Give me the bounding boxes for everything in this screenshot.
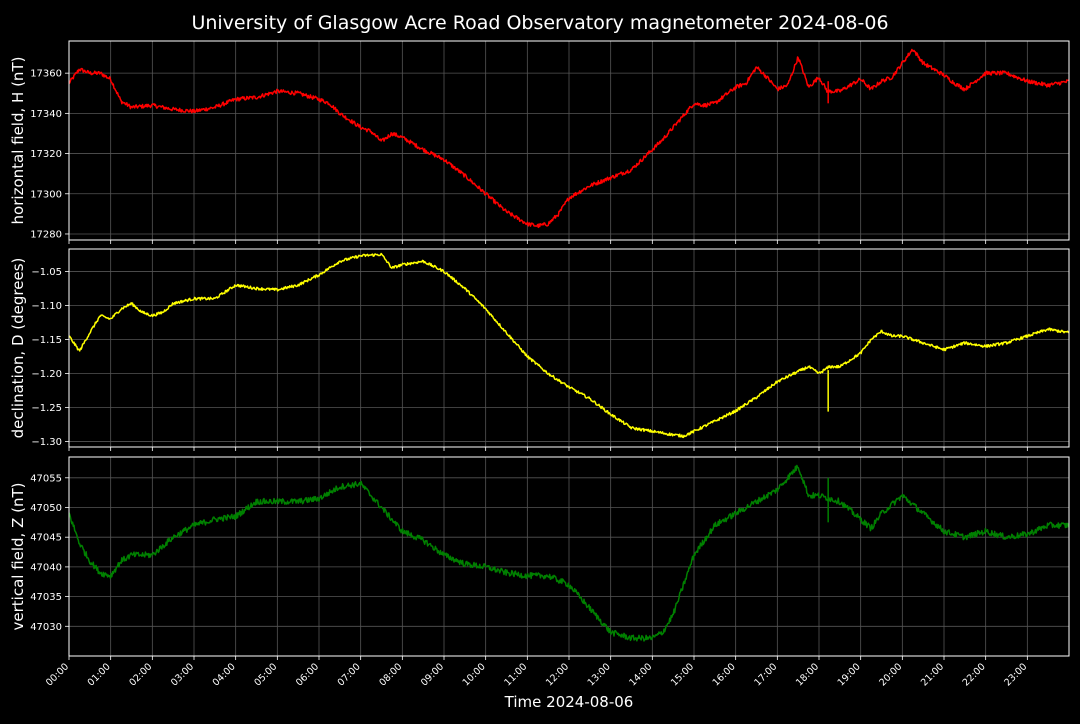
- y-tick-label: 17320: [30, 149, 62, 160]
- y-tick-label: −1.05: [31, 267, 62, 278]
- chart-title: University of Glasgow Acre Road Observat…: [191, 12, 888, 34]
- y-tick-label: 17300: [30, 189, 62, 200]
- y-tick-label: 47040: [30, 562, 62, 573]
- y-tick-label: 47035: [30, 592, 62, 603]
- series-line: [69, 464, 1069, 642]
- y-tick-label: −1.15: [31, 335, 62, 346]
- panel-2: −1.30 −1.25 −1.20 −1.15 −1.10 −1.05 declinatio…: [9, 248, 1070, 451]
- y-tick-label: 47055: [30, 473, 62, 484]
- y-tick-label: 17360: [30, 69, 62, 80]
- plot-frame: [68, 456, 1070, 657]
- x-axis-label: Time 2024-08-06: [504, 693, 634, 711]
- y-axis-label: horizontal field, H (nT): [9, 57, 27, 225]
- plot-frame: [68, 248, 1070, 448]
- y-tick-label: 47050: [30, 503, 62, 514]
- y-axis-label: declination, D (degrees): [9, 258, 27, 439]
- y-tick-label: −1.10: [31, 301, 62, 312]
- series-line: [69, 48, 1069, 229]
- y-tick-label: 47030: [30, 622, 62, 633]
- plot-frame: [68, 40, 1070, 241]
- y-axis-label: vertical field, Z (nT): [9, 482, 27, 630]
- series-line: [69, 252, 1069, 439]
- y-tick-label: 17280: [30, 229, 62, 240]
- y-tick-label: 47045: [30, 533, 62, 544]
- y-tick-label: 17340: [30, 109, 62, 120]
- y-tick-label: −1.30: [31, 437, 62, 448]
- y-tick-label: −1.25: [31, 403, 62, 414]
- y-tick-label: −1.20: [31, 369, 62, 380]
